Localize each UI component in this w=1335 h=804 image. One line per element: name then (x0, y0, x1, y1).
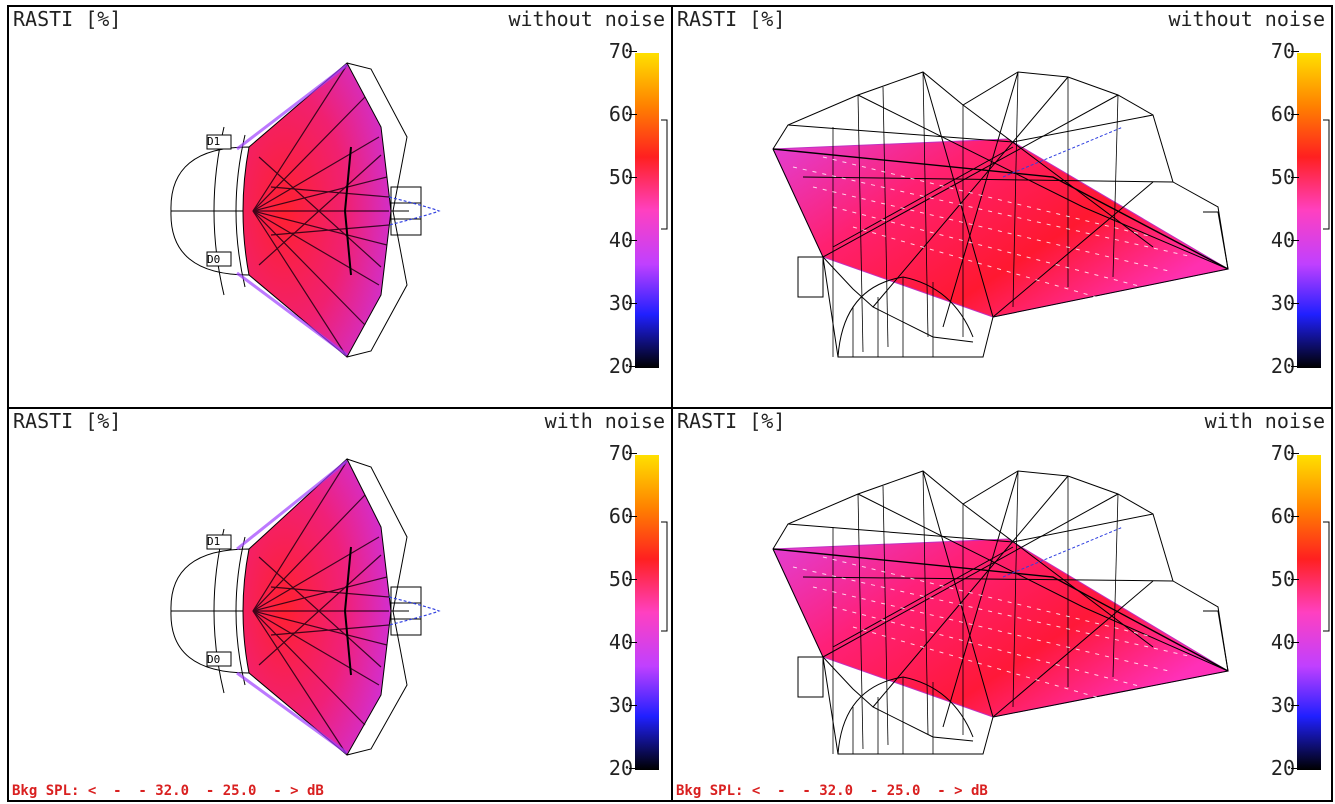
color-scale-tick-label: 70 (1270, 39, 1295, 63)
color-scale-tick-label: 70 (608, 441, 633, 465)
color-scale: 70 60 50 40 30 20 (587, 39, 668, 379)
color-scale-tick-label: 50 (608, 165, 633, 189)
color-scale-tick-label: 40 (608, 228, 633, 252)
color-scale-tick-label: 60 (1270, 504, 1295, 528)
color-scale-tick-label: 60 (1270, 102, 1295, 126)
color-scale-tick-label: 70 (1270, 441, 1295, 465)
color-scale-tick-label: 60 (608, 504, 633, 528)
panel-3d-without-noise: RASTI [%] without noise 70 60 50 40 30 2… (671, 5, 1333, 409)
color-scale: 70 60 50 40 30 20 (587, 441, 668, 781)
source-label: D0 (207, 253, 220, 266)
source-label: D0 (207, 653, 220, 666)
color-scale-tick-label: 30 (1270, 291, 1295, 315)
color-scale-tick-label: 50 (1270, 567, 1295, 591)
color-scale-bar (1297, 53, 1321, 368)
panel-title: RASTI [%] (13, 7, 122, 31)
plan-drawing: D1 D0 (170, 458, 441, 756)
color-scale-tick-label: 30 (1270, 693, 1295, 717)
color-scale-bar (635, 455, 659, 770)
color-scale-tick-label: 20 (1270, 354, 1295, 378)
color-scale-tick-label: 70 (608, 39, 633, 63)
color-scale-tick-label: 40 (1270, 228, 1295, 252)
color-scale: 70 60 50 40 30 20 (1249, 39, 1330, 379)
color-scale-tick-label: 50 (608, 567, 633, 591)
panel-plan-without-noise: D1 D0 RASTI [%] without noise 70 60 50 4… (7, 5, 673, 409)
color-scale-tick-label: 20 (608, 354, 633, 378)
plan-drawing: D1 D0 (170, 62, 441, 358)
background-spl-label: Bkg SPL: < - - 32.0 - 25.0 - > dB (676, 783, 988, 799)
color-scale-tick-label: 20 (608, 756, 633, 780)
source-label: D1 (207, 535, 220, 548)
panel-mode-label: with noise (544, 409, 665, 433)
color-scale-tick-label: 60 (608, 102, 633, 126)
color-scale-bar (1297, 455, 1321, 770)
panel-title: RASTI [%] (677, 7, 786, 31)
color-scale-tick-label: 20 (1270, 756, 1295, 780)
color-scale-tick-label: 40 (608, 630, 633, 654)
color-scale-tick-label: 50 (1270, 165, 1295, 189)
color-scale-tick-label: 40 (1270, 630, 1295, 654)
source-label: D1 (207, 135, 220, 148)
panel-mode-label: without noise (508, 7, 665, 31)
panel-plan-with-noise: D1 D0 RASTI [%] with noise Bkg SPL: < - … (7, 407, 673, 802)
wireframe-drawing (772, 71, 1230, 358)
panel-title: RASTI [%] (13, 409, 122, 433)
panel-mode-label: with noise (1204, 409, 1325, 433)
color-scale-bar (635, 53, 659, 368)
panel-title: RASTI [%] (677, 409, 786, 433)
background-spl-label: Bkg SPL: < - - 32.0 - 25.0 - > dB (12, 783, 324, 799)
panel-mode-label: without noise (1168, 7, 1325, 31)
color-scale-tick-label: 30 (608, 291, 633, 315)
color-scale-tick-label: 30 (608, 693, 633, 717)
color-scale: 70 60 50 40 30 20 (1249, 441, 1330, 781)
wireframe-drawing (772, 470, 1230, 755)
panel-3d-with-noise: RASTI [%] with noise Bkg SPL: < - - 32.0… (671, 407, 1333, 802)
